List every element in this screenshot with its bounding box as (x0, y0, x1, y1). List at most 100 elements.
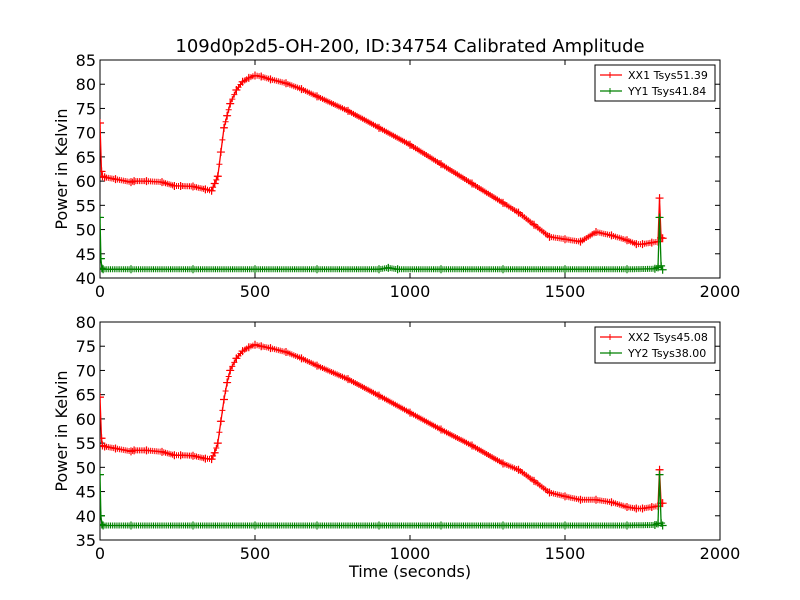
series-markers (100, 72, 665, 248)
y-tick-label: 85 (76, 51, 96, 70)
data-point (223, 378, 232, 387)
data-point (189, 182, 197, 191)
data-point (100, 264, 106, 273)
data-point (655, 213, 664, 222)
y-axis-label: Power in Kelvin (52, 370, 71, 491)
y-tick-label: 75 (76, 99, 96, 118)
legend-marker (607, 350, 613, 356)
data-point (406, 408, 414, 417)
y-tick-label: 50 (76, 458, 96, 477)
x-tick-label: 2000 (700, 544, 741, 563)
x-tick-label: 1500 (545, 282, 586, 301)
series-markers (100, 214, 665, 273)
data-point (100, 511, 105, 520)
data-point (100, 173, 109, 182)
data-point (100, 393, 104, 402)
y-tick-label: 55 (76, 434, 96, 453)
data-point (499, 521, 507, 530)
x-tick-label: 1000 (390, 544, 431, 563)
data-point (313, 265, 321, 274)
y-axis-label: Power in Kelvin (52, 108, 71, 229)
legend-label: YY2 Tsys38.00 (627, 347, 706, 360)
series-markers (100, 341, 665, 512)
data-point (297, 354, 306, 363)
data-point (223, 111, 232, 120)
data-point (176, 451, 185, 460)
data-point (592, 495, 600, 504)
legend-marker (607, 334, 613, 340)
x-tick-label: 0 (95, 282, 105, 301)
data-point (344, 106, 352, 115)
series-1-0 (100, 340, 667, 513)
x-tick-label: 500 (240, 544, 271, 563)
data-point (282, 79, 290, 88)
data-point (437, 265, 445, 274)
chart-panel-bottom: 0 500 1000 1500 2000 35 40 45 50 55 60 65 70 75 80 Powe… (52, 313, 740, 581)
data-point (142, 446, 151, 455)
data-point (375, 521, 383, 530)
data-point (313, 521, 321, 530)
data-point (127, 265, 135, 274)
legend-marker (607, 88, 613, 94)
y-tick-label: 70 (76, 124, 96, 143)
data-point (100, 167, 106, 176)
x-tick-label: 500 (240, 282, 271, 301)
data-point (499, 265, 507, 274)
data-point (100, 470, 104, 479)
data-point (100, 118, 104, 127)
data-point (111, 175, 120, 184)
data-point (623, 521, 631, 530)
y-tick-label: 65 (76, 386, 96, 405)
data-point (251, 265, 259, 274)
data-point (576, 495, 585, 504)
data-point (638, 504, 647, 513)
data-point (468, 441, 476, 450)
data-point (176, 181, 185, 190)
data-point (201, 185, 210, 194)
data-point (251, 521, 259, 530)
data-point (437, 160, 445, 169)
data-point (111, 444, 120, 453)
data-point (220, 395, 228, 404)
data-point (344, 375, 352, 384)
data-point (657, 261, 666, 270)
y-tick-label: 70 (76, 361, 96, 380)
data-point (658, 521, 667, 530)
y-tick-label: 75 (76, 337, 96, 356)
y-tick-label: 40 (76, 269, 96, 288)
data-point (658, 265, 667, 274)
data-point (127, 521, 135, 530)
data-point (244, 73, 253, 82)
y-tick-label: 55 (76, 196, 96, 215)
data-point (623, 265, 631, 274)
legend-label: XX2 Tsys45.08 (628, 331, 708, 344)
data-point (100, 265, 108, 274)
x-tick-label: 1000 (390, 282, 431, 301)
data-point (647, 503, 656, 512)
data-point (158, 178, 166, 187)
data-point (100, 434, 106, 443)
y-tick-label: 50 (76, 221, 96, 240)
series-markers (100, 471, 665, 529)
data-point (100, 254, 105, 263)
data-point (207, 186, 216, 195)
series-line (100, 344, 663, 510)
data-point (189, 451, 197, 460)
data-point (238, 77, 247, 86)
data-point (213, 172, 222, 181)
series-1-1 (100, 470, 667, 530)
data-point (100, 213, 104, 222)
data-point (216, 417, 225, 426)
data-point (375, 265, 383, 274)
data-point (226, 366, 235, 375)
data-point (266, 75, 275, 84)
data-point (468, 179, 476, 188)
x-axis-label: Time (seconds) (348, 562, 471, 581)
data-point (623, 503, 631, 512)
data-point (545, 232, 554, 241)
data-point (100, 520, 106, 529)
y-tick-label: 65 (76, 148, 96, 167)
data-point (189, 265, 197, 274)
data-point (266, 344, 275, 353)
